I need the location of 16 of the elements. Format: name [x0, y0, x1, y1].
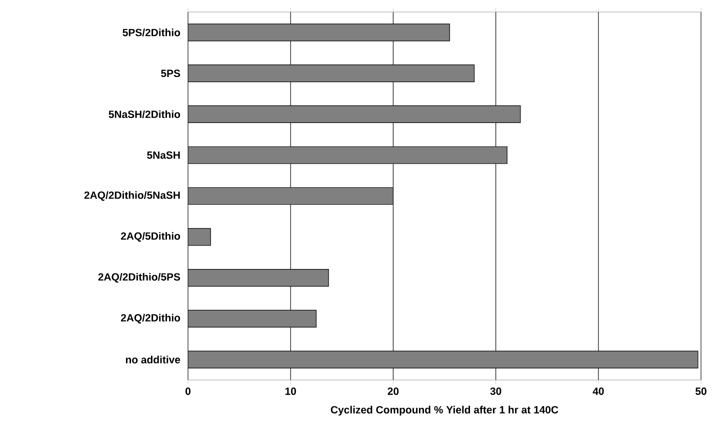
y-tick-label: 5PS — [161, 70, 180, 78]
y-tick-label: 5NaSH — [147, 151, 180, 159]
x-tick-label: 50 — [696, 388, 706, 395]
x-tick-label: 40 — [592, 388, 604, 395]
x-tick-label: 20 — [388, 388, 399, 395]
x-tick-label: 30 — [490, 388, 502, 395]
y-tick-label: 2AQ/5Dithio — [120, 232, 180, 242]
x-tick-label: 10 — [285, 388, 296, 395]
x-axis-title: Cyclized Compound % Yield after 1 hr at 140C — [330, 406, 558, 416]
y-tick-label: no additive — [126, 356, 180, 364]
y-tick-label: 2AQ/2Dithio — [120, 314, 180, 324]
x-tick-label: 0 — [185, 388, 190, 395]
y-tick-label: 2AQ/2Dithio/5NaSH — [84, 191, 180, 201]
y-tick-label: 5PS/2Dithio — [122, 28, 180, 36]
y-tick-label: 2AQ/2Dithio/5PS — [98, 272, 180, 283]
y-tick-label: 5NaSH/2Dithio — [108, 110, 180, 118]
